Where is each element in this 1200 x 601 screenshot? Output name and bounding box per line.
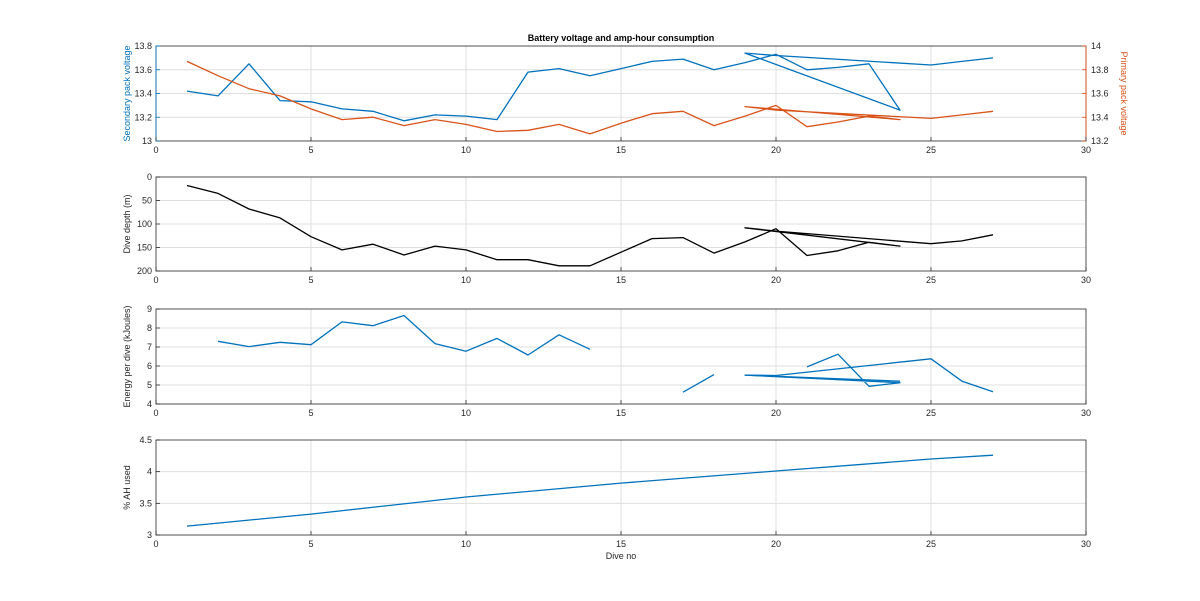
x-tick-label: 30	[1081, 145, 1091, 155]
chart-title: Battery voltage and amp-hour consumption	[528, 33, 715, 43]
panel-energy: 4 5 6 7 8 9 0 5 10 15 20 25 30 Energy per dive (kJoul…	[122, 304, 1091, 418]
x-tick-label: 5	[308, 145, 313, 155]
series-line-ah_used-0	[186, 454, 994, 527]
y-tick-label: 100	[137, 219, 152, 229]
y-tick-label: 50	[142, 196, 152, 206]
y2-tick-label: 13.6	[1091, 89, 1109, 99]
y-tick-label: 4	[147, 467, 152, 477]
y-tick-label: 6	[147, 361, 152, 371]
y-tick-label: 4.5	[139, 435, 152, 445]
y2-tick-label: 13.2	[1091, 136, 1109, 146]
y-tick-label: 8	[147, 323, 152, 333]
x-tick-label: 15	[616, 275, 626, 285]
x-tick-label: 5	[308, 539, 313, 549]
y-tick-label: 13.8	[134, 41, 152, 51]
x-tick-label: 10	[461, 145, 471, 155]
y-tick-label: 13.2	[134, 112, 152, 122]
x-tick-label: 15	[616, 539, 626, 549]
y-tick-label: 5	[147, 380, 152, 390]
x-tick-label: 0	[153, 275, 158, 285]
x-tick-label: 30	[1081, 275, 1091, 285]
y-tick-label: 200	[137, 266, 152, 276]
panel-ah_used: 3 3.5 4 4.5 0 5 10 15 20 25 30 % AH used	[122, 435, 1091, 549]
x-tick-label: 25	[926, 408, 936, 418]
y-tick-label: 3	[147, 530, 152, 540]
series-line-energy-0	[217, 314, 591, 356]
y-axis-label: Secondary pack voltage	[122, 45, 132, 141]
y-tick-label: 13.4	[134, 89, 152, 99]
series-line-voltage-1	[186, 60, 994, 135]
x-tick-label: 25	[926, 275, 936, 285]
x-tick-label: 20	[771, 145, 781, 155]
x-tick-label: 20	[771, 275, 781, 285]
x-tick-label: 20	[771, 539, 781, 549]
y-tick-label: 7	[147, 342, 152, 352]
x-tick-label: 10	[461, 408, 471, 418]
series-line-depth-0	[186, 184, 994, 267]
series-line-energy-2	[744, 353, 994, 393]
y-axis-label: % AH used	[122, 465, 132, 510]
y-axis-label: Energy per dive (kJoules)	[122, 305, 132, 407]
x-tick-label: 10	[461, 275, 471, 285]
x-tick-label: 5	[308, 275, 313, 285]
y2-axis-label: Primary pack voltage	[1119, 51, 1129, 135]
x-axis-label: Dive no	[606, 551, 637, 561]
x-tick-label: 20	[771, 408, 781, 418]
x-tick-label: 0	[153, 408, 158, 418]
y2-tick-label: 13.4	[1091, 112, 1109, 122]
x-tick-label: 0	[153, 145, 158, 155]
panels: 13 13.2 13.4 13.6 13.8 13.2 13.4 13.6 13.8 14 Prim…	[122, 41, 1129, 549]
x-tick-label: 15	[616, 145, 626, 155]
y-tick-label: 0	[147, 172, 152, 182]
series-line-energy-3	[744, 374, 901, 382]
x-tick-label: 5	[308, 408, 313, 418]
y-tick-label: 13.6	[134, 65, 152, 75]
x-tick-label: 0	[153, 539, 158, 549]
y-tick-label: 150	[137, 243, 152, 253]
y2-tick-label: 13.8	[1091, 65, 1109, 75]
y-tick-label: 4	[147, 399, 152, 409]
x-tick-label: 25	[926, 539, 936, 549]
y-tick-label: 13	[142, 136, 152, 146]
y-axis-label: Dive depth (m)	[122, 194, 132, 253]
x-tick-label: 25	[926, 145, 936, 155]
x-tick-label: 30	[1081, 408, 1091, 418]
panel-voltage: 13 13.2 13.4 13.6 13.8 13.2 13.4 13.6 13.8 14 Prim…	[122, 41, 1129, 155]
y-tick-label: 3.5	[139, 498, 152, 508]
x-tick-label: 30	[1081, 539, 1091, 549]
series-line-voltage-0	[186, 52, 994, 122]
y-tick-label: 9	[147, 304, 152, 314]
x-tick-label: 10	[461, 539, 471, 549]
y2-tick-label: 14	[1091, 41, 1101, 51]
x-tick-label: 15	[616, 408, 626, 418]
series-line-energy-1	[682, 374, 715, 393]
